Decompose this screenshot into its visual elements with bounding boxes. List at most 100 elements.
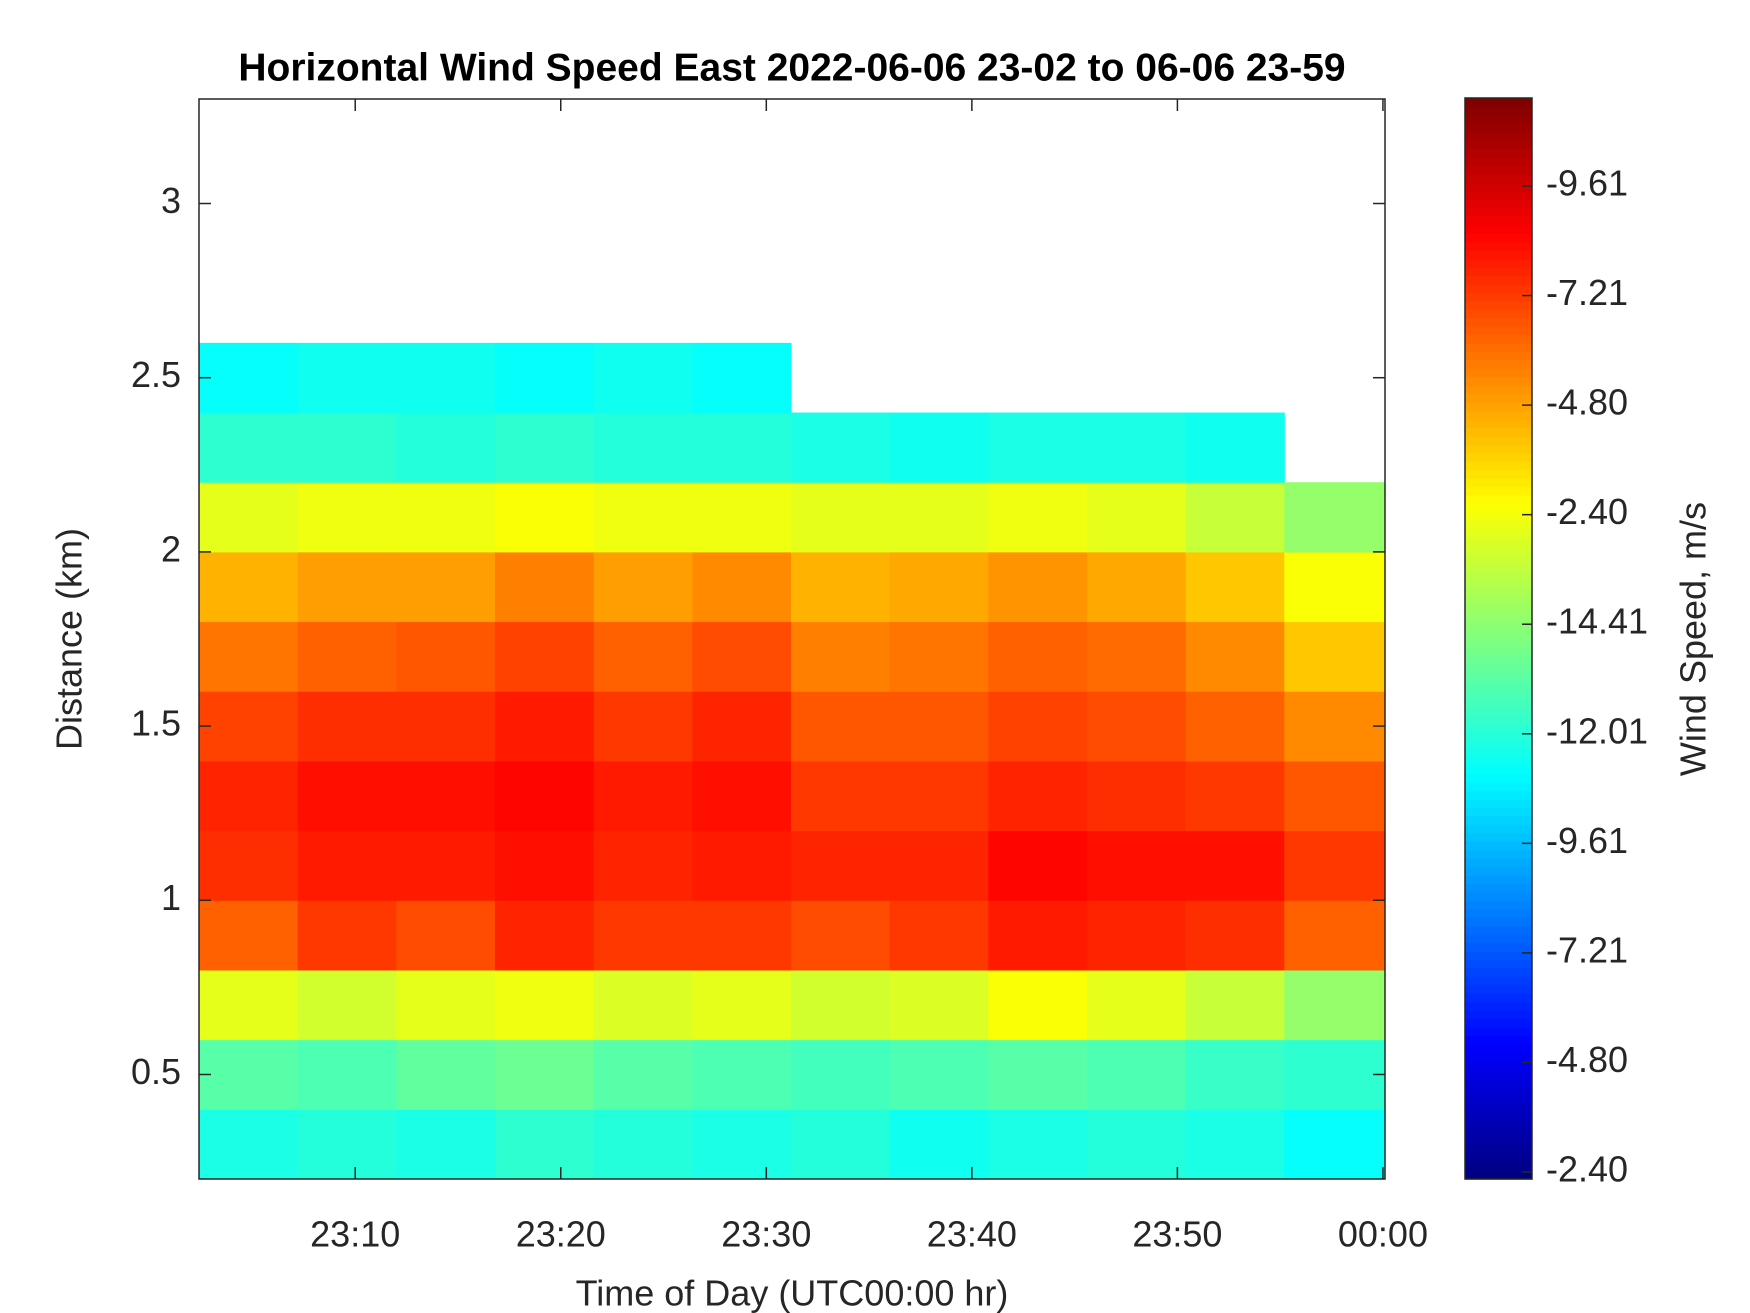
heatmap-cell (1086, 1039, 1187, 1110)
heatmap-cell (593, 969, 693, 1041)
x-tick-label: 23:40 (927, 1214, 1017, 1255)
heatmap-cell (297, 1109, 397, 1180)
heatmap-cell (790, 412, 891, 483)
colorbar-tick-label: -4.80 (1546, 382, 1628, 423)
colorbar-segment (1465, 402, 1532, 412)
heatmap-cell (199, 830, 299, 901)
heatmap-cell (692, 1109, 792, 1180)
colorbar-segment (1465, 1077, 1532, 1087)
heatmap-cell (396, 1109, 496, 1180)
colorbar-segment (1465, 165, 1532, 175)
colorbar-segment (1465, 190, 1532, 200)
x-axis-label: Time of Day (UTC00:00 hr) (576, 1273, 1009, 1313)
heatmap-cell (1284, 621, 1386, 692)
colorbar-segment (1465, 537, 1532, 547)
colorbar-segment (1465, 714, 1532, 724)
heatmap-cell (297, 621, 397, 692)
colorbar-segment (1465, 621, 1532, 631)
heatmap-cell (790, 760, 891, 832)
colorbar-tick-label: -9.61 (1546, 820, 1628, 861)
colorbar-segment (1465, 114, 1532, 124)
colorbar-segment (1465, 925, 1532, 935)
colorbar-segment (1465, 756, 1532, 766)
colorbar-segment (1465, 528, 1532, 538)
y-tick-label: 0.5 (131, 1051, 181, 1092)
colorbar-segment (1465, 393, 1532, 403)
colorbar-segment (1465, 942, 1532, 952)
heatmap-cell (1086, 900, 1187, 971)
colorbar-segment (1465, 1111, 1532, 1121)
colorbar-segment (1465, 224, 1532, 234)
y-tick-label: 1.5 (131, 703, 181, 744)
heatmap-cell (593, 1109, 693, 1180)
colorbar-segment (1465, 368, 1532, 378)
colorbar-segment (1465, 300, 1532, 310)
heatmap-cell (297, 830, 397, 901)
heatmap-cell (1284, 1039, 1386, 1110)
heatmap-cell (1185, 621, 1285, 692)
heatmap-cell (1284, 900, 1386, 971)
plot-frame (198, 98, 1386, 1180)
heatmap-cell (297, 482, 397, 553)
heatmap-cell (790, 621, 891, 692)
heatmap-cell (1185, 900, 1285, 971)
heatmap-cell (494, 621, 595, 692)
heatmap-cell (199, 482, 299, 553)
heatmap-cell (889, 691, 989, 762)
heatmap-cell (494, 1039, 595, 1110)
colorbar-segment (1465, 376, 1532, 386)
colorbar-label: Wind Speed, m/s (1673, 502, 1714, 776)
colorbar-segment (1465, 672, 1532, 682)
colorbar-segment (1465, 841, 1532, 851)
colorbar-segment (1465, 1010, 1532, 1020)
colorbar-tick-label: -2.40 (1546, 1149, 1628, 1190)
heatmap-cell (1284, 830, 1386, 901)
heatmap-cell (593, 760, 693, 832)
colorbar-segment (1465, 106, 1532, 116)
colorbar-segment (1465, 351, 1532, 361)
colorbar-segment (1465, 334, 1532, 344)
colorbar-tick-label: -12.01 (1546, 710, 1648, 751)
colorbar-segment (1465, 587, 1532, 597)
colorbar-segment (1465, 233, 1532, 243)
heatmap-cell (593, 482, 693, 553)
colorbar-segment (1465, 199, 1532, 209)
heatmap-cell (889, 482, 989, 553)
heatmap-cell (494, 551, 595, 623)
colorbar-segment (1465, 250, 1532, 260)
heatmap-cell (494, 1109, 595, 1180)
colorbar-segment (1465, 157, 1532, 167)
colorbar-segment (1465, 824, 1532, 834)
heatmap-cell (790, 551, 891, 623)
colorbar-segment (1465, 1162, 1532, 1172)
heatmap-cell (593, 691, 693, 762)
colorbar-segment (1465, 410, 1532, 420)
colorbar-segment (1465, 798, 1532, 809)
colorbar-segment (1465, 1145, 1532, 1155)
heatmap-cell (790, 969, 891, 1041)
colorbar-segment (1465, 520, 1532, 530)
colorbar-segment (1465, 613, 1532, 623)
heatmap-cell (889, 412, 989, 483)
heatmap-cell (199, 621, 299, 692)
colorbar-segment (1465, 984, 1532, 994)
colorbar-segment (1465, 596, 1532, 606)
colorbar-segment (1465, 478, 1532, 488)
heatmap-cell (199, 1109, 299, 1180)
colorbar-segment (1465, 309, 1532, 319)
heatmap-cell (889, 1109, 989, 1180)
colorbar-segment (1465, 418, 1532, 428)
colorbar-segment (1465, 131, 1532, 141)
colorbar-segment (1465, 207, 1532, 217)
colorbar-segment (1465, 815, 1532, 825)
colorbar-segment (1465, 266, 1532, 276)
heatmap-cell (1284, 1109, 1386, 1180)
colorbar-segment (1465, 765, 1532, 775)
heatmap-cell (1185, 1039, 1285, 1110)
heatmap-cell (1086, 830, 1187, 901)
heatmap-cell (1086, 969, 1187, 1041)
colorbar-segment (1465, 444, 1532, 454)
heatmap-cell (593, 900, 693, 971)
x-tick-label: 23:20 (516, 1214, 606, 1255)
